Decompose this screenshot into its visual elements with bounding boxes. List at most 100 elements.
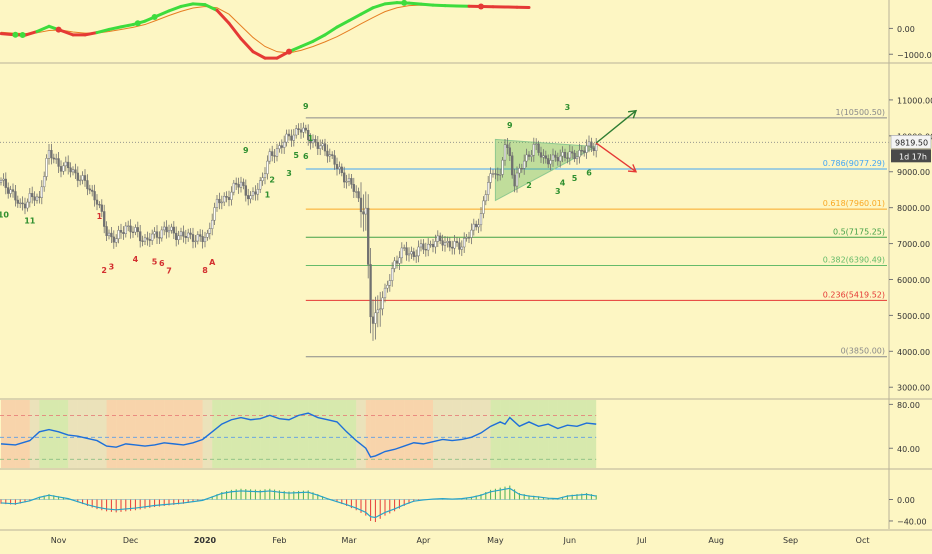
td-count-label: 1 (265, 191, 271, 200)
candle-body (444, 243, 446, 246)
td-count-label: 5 (152, 257, 158, 266)
rsi-zone-band (97, 400, 107, 468)
candle-body (341, 167, 343, 173)
candle-body (197, 235, 199, 241)
candle-body (555, 155, 557, 157)
price-panel: 1(10500.50)0.786(9077.29)0.618(7960.01)0… (0, 102, 889, 357)
candle-body (449, 241, 451, 247)
candle-body (219, 199, 221, 203)
price-tag-label: 9819.50 (895, 138, 928, 147)
candle-body (490, 174, 492, 183)
candle-body (461, 247, 463, 249)
candle-body (245, 186, 247, 196)
candle-body (163, 227, 165, 230)
main-line-segment (313, 35, 325, 41)
candle-body (394, 261, 396, 269)
main-line-segment (241, 39, 253, 52)
candle-body (87, 181, 89, 189)
td-count-label: 2 (101, 266, 107, 275)
candle-body (372, 317, 374, 324)
candle-body (286, 134, 288, 142)
td-count-label: 6 (586, 168, 592, 177)
axis-tick-label: −1000.00 (897, 51, 932, 60)
rsi-zone-band (548, 400, 558, 468)
candle-body (586, 146, 588, 153)
candle-body (499, 174, 501, 175)
candle-body (439, 236, 441, 241)
rsi-zone-band (68, 400, 78, 468)
candle-body (113, 237, 115, 242)
candle-body (528, 155, 530, 157)
candle-body (334, 156, 336, 165)
candle-body (511, 156, 513, 175)
candle-body (591, 142, 593, 148)
rsi-zone-band (15, 400, 29, 468)
candle-body (593, 148, 595, 151)
candle-body (195, 241, 197, 242)
candle-body (583, 151, 585, 153)
candle-body (250, 196, 252, 199)
main-line-segment (109, 27, 121, 30)
td-count-label: 1 (308, 134, 314, 143)
time-axis-label: Apr (416, 536, 431, 545)
candle-body (288, 134, 290, 136)
candle-body (420, 244, 422, 247)
candle-body (221, 202, 223, 203)
candle-body (214, 208, 216, 221)
candle-body (27, 202, 29, 208)
axis-tick-label: 9000.00 (897, 168, 930, 177)
candle-body (504, 145, 506, 160)
candle-body (271, 152, 273, 156)
rsi-zone-band (433, 400, 443, 468)
rsi-zone-band (39, 400, 49, 468)
candle-body (406, 248, 408, 255)
axis-tick-label: 40.00 (897, 445, 920, 454)
candle-body (324, 144, 326, 151)
rsi-zone-band (356, 400, 366, 468)
main-line-segment (385, 3, 397, 4)
candle-body (255, 192, 257, 194)
td-count-label: 11 (24, 216, 36, 225)
candle-body (327, 151, 329, 156)
rsi-zone-band (222, 400, 232, 468)
main-line-segment (169, 6, 181, 10)
cross-marker (286, 49, 292, 55)
candle-body (502, 160, 504, 174)
axis-tick-label: 11000.00 (897, 96, 932, 105)
candle-body (348, 178, 350, 181)
candle-body (274, 156, 276, 157)
rsi-zone-band (337, 400, 347, 468)
main-line-segment (181, 4, 193, 7)
candle-body (5, 179, 7, 188)
candle-body (322, 144, 324, 146)
candle-body (118, 230, 120, 238)
axis-tick-label: 7000.00 (897, 240, 930, 249)
candle-body (430, 244, 432, 245)
candle-body (355, 192, 357, 193)
candle-body (41, 187, 43, 198)
candle-body (480, 214, 482, 225)
candle-body (233, 183, 235, 192)
rsi-zone-band (452, 400, 462, 468)
candle-body (24, 204, 26, 208)
candle-body (252, 192, 254, 196)
rsi-zone-band (558, 400, 568, 468)
candle-body (130, 226, 132, 232)
rsi-zone-band (375, 400, 385, 468)
axis-tick-label: 0.00 (897, 496, 915, 505)
candle-body (72, 170, 74, 172)
td-count-label: 6 (159, 259, 165, 268)
rsi-zone-band (289, 400, 299, 468)
rsi-zone-band (78, 400, 88, 468)
candle-body (139, 232, 141, 241)
candle-body (161, 230, 163, 238)
td-count-label: 10 (0, 211, 9, 220)
candle-body (427, 244, 429, 250)
candle-body (259, 181, 261, 189)
candle-body (495, 174, 497, 175)
candle-body (281, 146, 283, 148)
candle-body (538, 144, 540, 153)
candle-body (238, 184, 240, 187)
candle-body (58, 159, 60, 167)
candle-body (384, 288, 386, 298)
